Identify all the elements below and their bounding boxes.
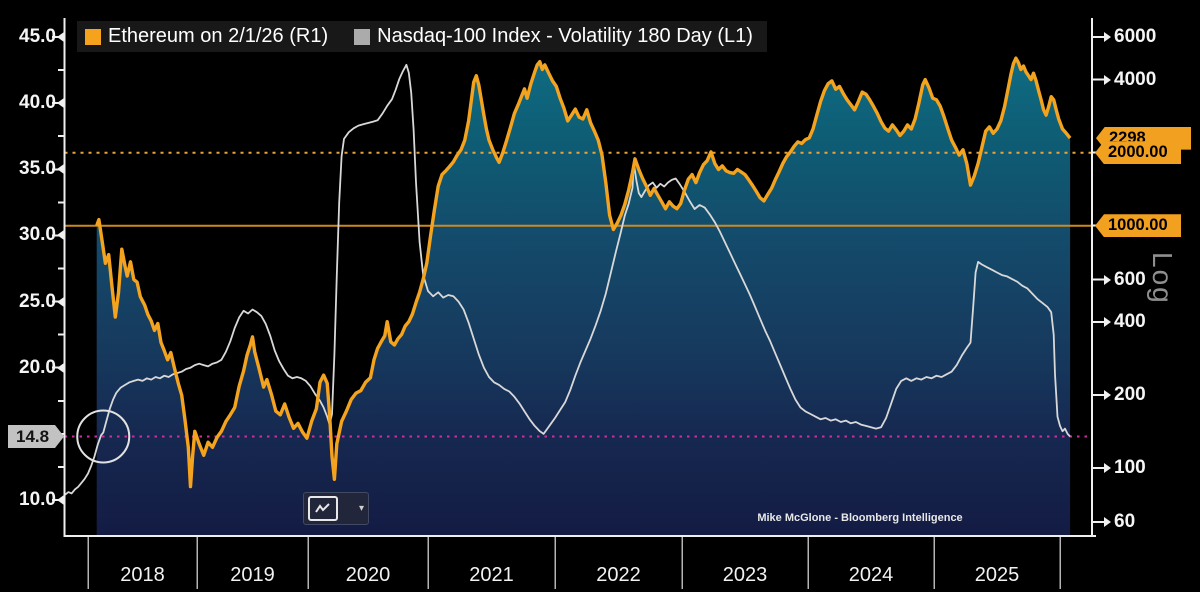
chart-legend: Ethereum on 2/1/26 (R1) Nasdaq-100 Index… — [77, 21, 767, 52]
legend-label-nasdaq-vol: Nasdaq-100 Index - Volatility 180 Day (L… — [377, 25, 753, 47]
year-label: 2024 — [848, 564, 894, 586]
chart-type-button[interactable]: ▾ — [303, 492, 369, 525]
legend-label-ethereum: Ethereum on 2/1/26 (R1) — [108, 25, 329, 47]
left-axis-label: 45.0 — [0, 25, 64, 49]
year-label: 2025 — [974, 564, 1020, 586]
credit-text: Mike McGlone - Bloomberg Intelligence — [757, 512, 963, 524]
right-axis-label: 4000 — [1104, 68, 1156, 92]
chevron-down-icon[interactable]: ▾ — [358, 503, 364, 514]
year-label: 2022 — [596, 564, 641, 586]
ref-line-2000-tag: 2000.00 — [1095, 141, 1181, 165]
right-axis-label: 6000 — [1104, 25, 1156, 49]
year-label: 2021 — [469, 564, 514, 586]
ethereum-swatch-icon — [85, 28, 101, 45]
ethereum-line — [95, 56, 1072, 489]
legend-item-ethereum[interactable]: Ethereum on 2/1/26 (R1) — [85, 25, 328, 48]
line-chart-icon — [308, 496, 338, 521]
nasdaq-vol-swatch-icon — [354, 28, 371, 45]
year-label: 2023 — [722, 564, 768, 586]
vol-last-value-tag: 14.8 — [8, 425, 64, 448]
legend-item-nasdaq-vol[interactable]: Nasdaq-100 Index - Volatility 180 Day (L… — [354, 25, 753, 48]
year-label: 2019 — [230, 564, 275, 586]
year-label: 2020 — [345, 564, 391, 586]
nasdaq-vol-line — [64, 63, 1071, 496]
left-axis-label: 25.0 — [0, 290, 64, 314]
right-axis-label: 200 — [1104, 383, 1146, 407]
left-axis-label: 35.0 — [0, 157, 64, 181]
log-scale-label: Log — [1147, 252, 1178, 305]
ref-line-1000-tag: 1000.00 — [1095, 214, 1181, 238]
eth-area-fill — [96, 58, 1071, 536]
right-axis-label: 600 — [1104, 268, 1146, 292]
right-axis-label: 60 — [1104, 510, 1135, 534]
right-axis-label: 100 — [1104, 456, 1146, 480]
circle-highlight-annotation — [76, 409, 131, 464]
left-axis-label: 40.0 — [0, 91, 64, 115]
left-axis-label: 10.0 — [0, 488, 64, 512]
left-axis-label: 30.0 — [0, 223, 64, 247]
left-axis-label: 20.0 — [0, 356, 64, 380]
year-label: 2018 — [120, 564, 165, 586]
right-axis-label: 400 — [1104, 310, 1146, 334]
